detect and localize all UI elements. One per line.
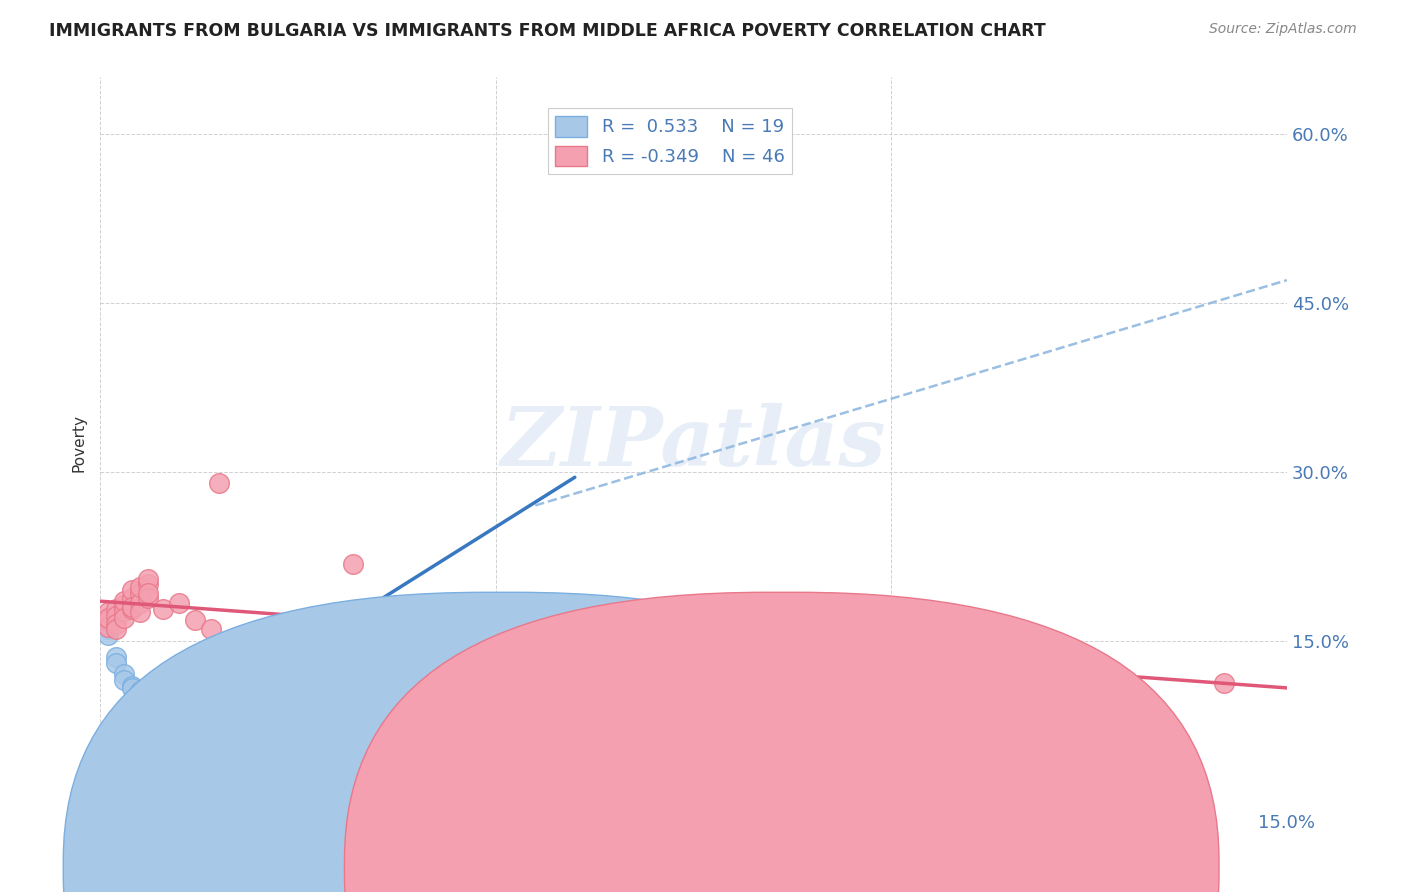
- Point: [97, 628, 120, 642]
- Text: Immigrants from Middle Africa: Immigrants from Middle Africa: [804, 859, 1056, 877]
- Point: [524, 757, 547, 772]
- Point: [104, 602, 127, 616]
- Point: [326, 647, 349, 661]
- Point: [128, 580, 150, 594]
- Point: [326, 623, 349, 637]
- Point: [287, 633, 309, 648]
- Point: [231, 650, 253, 665]
- Point: [97, 620, 120, 634]
- Text: IMMIGRANTS FROM BULGARIA VS IMMIGRANTS FROM MIDDLE AFRICA POVERTY CORRELATION CH: IMMIGRANTS FROM BULGARIA VS IMMIGRANTS F…: [49, 22, 1046, 40]
- Point: [128, 596, 150, 610]
- Point: [374, 653, 396, 667]
- Point: [128, 606, 150, 620]
- Point: [104, 608, 127, 623]
- Point: [974, 670, 997, 684]
- Point: [263, 624, 285, 639]
- Point: [121, 582, 143, 597]
- Point: [104, 616, 127, 631]
- Point: [706, 624, 728, 639]
- Point: [112, 604, 135, 618]
- Point: [136, 572, 159, 586]
- Point: [184, 613, 207, 627]
- Point: [112, 667, 135, 681]
- Point: [97, 606, 120, 620]
- Legend: R =  0.533    N = 19, R = -0.349    N = 46: R = 0.533 N = 19, R = -0.349 N = 46: [547, 109, 792, 174]
- Point: [342, 557, 364, 571]
- Point: [588, 636, 610, 650]
- Point: [121, 679, 143, 693]
- Point: [104, 656, 127, 670]
- Point: [112, 594, 135, 608]
- Point: [311, 628, 333, 642]
- Point: [485, 757, 508, 772]
- Point: [501, 658, 523, 673]
- Point: [136, 591, 159, 605]
- Point: [121, 602, 143, 616]
- Point: [112, 598, 135, 612]
- Point: [136, 690, 159, 704]
- Point: [215, 636, 238, 650]
- Text: Source: ZipAtlas.com: Source: ZipAtlas.com: [1209, 22, 1357, 37]
- Point: [247, 633, 270, 648]
- Point: [112, 673, 135, 687]
- Point: [128, 688, 150, 702]
- Point: [145, 692, 167, 706]
- Point: [152, 602, 174, 616]
- Point: [112, 611, 135, 625]
- Point: [278, 658, 301, 673]
- Point: [167, 673, 190, 687]
- Point: [136, 586, 159, 600]
- Point: [128, 586, 150, 600]
- Point: [121, 681, 143, 695]
- Text: Immigrants from Bulgaria: Immigrants from Bulgaria: [523, 859, 737, 877]
- Text: ZIPatlas: ZIPatlas: [501, 403, 886, 483]
- Point: [422, 641, 444, 656]
- Point: [104, 623, 127, 637]
- Point: [167, 596, 190, 610]
- Point: [200, 623, 222, 637]
- Point: [208, 656, 231, 670]
- Point: [896, 686, 918, 700]
- Point: [128, 684, 150, 698]
- Point: [121, 599, 143, 614]
- Point: [104, 650, 127, 665]
- Point: [97, 613, 120, 627]
- Point: [136, 577, 159, 591]
- Point: [224, 641, 246, 656]
- Point: [121, 591, 143, 605]
- Point: [97, 623, 120, 637]
- Point: [1212, 676, 1234, 690]
- Point: [208, 475, 231, 490]
- Y-axis label: Poverty: Poverty: [72, 415, 86, 473]
- Point: [97, 611, 120, 625]
- Point: [247, 645, 270, 659]
